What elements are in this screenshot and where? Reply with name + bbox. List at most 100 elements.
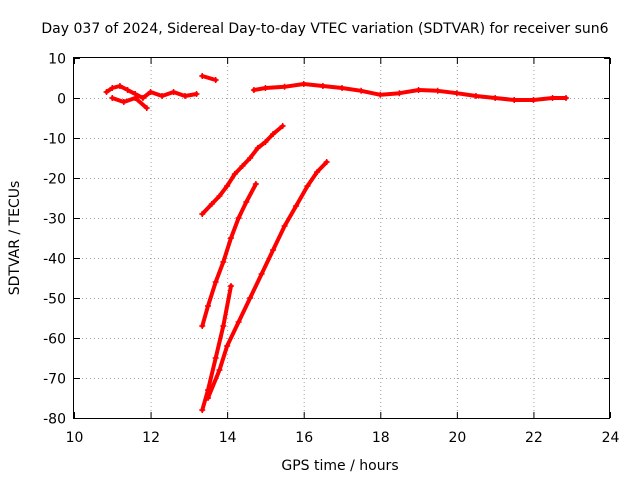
data-point bbox=[103, 89, 110, 95]
data-series bbox=[103, 73, 569, 413]
data-point bbox=[182, 93, 189, 99]
y-axis-label: SDTVAR / TECUs bbox=[7, 181, 23, 296]
data-point bbox=[235, 215, 242, 221]
data-point bbox=[193, 91, 200, 97]
data-point bbox=[120, 99, 127, 105]
data-point bbox=[147, 89, 154, 95]
x-axis-label: GPS time / hours bbox=[281, 458, 398, 474]
data-point bbox=[319, 83, 326, 89]
y-tick-label: -70 bbox=[43, 372, 66, 388]
data-point bbox=[224, 343, 231, 349]
data-point bbox=[270, 247, 277, 253]
data-point bbox=[358, 87, 365, 94]
data-point bbox=[231, 171, 238, 177]
data-point bbox=[227, 283, 234, 289]
data-point bbox=[216, 193, 223, 199]
x-tick-label: 22 bbox=[525, 430, 543, 446]
x-tick-label: 20 bbox=[448, 430, 466, 446]
data-point bbox=[199, 73, 206, 79]
data-point bbox=[159, 93, 166, 99]
x-tick-label: 16 bbox=[295, 430, 313, 446]
data-point bbox=[279, 123, 286, 129]
data-point bbox=[247, 155, 254, 161]
data-point bbox=[549, 95, 556, 101]
data-point bbox=[314, 169, 321, 175]
series-track-1 bbox=[200, 124, 285, 216]
data-point bbox=[220, 323, 227, 329]
grid bbox=[74, 58, 610, 418]
y-tick-label: -10 bbox=[43, 132, 66, 148]
data-point bbox=[199, 323, 206, 329]
data-point bbox=[109, 95, 116, 101]
data-point bbox=[473, 93, 479, 99]
data-point bbox=[562, 95, 569, 101]
data-point bbox=[220, 259, 227, 265]
data-point bbox=[208, 201, 215, 207]
x-tick-label: 14 bbox=[219, 430, 237, 446]
data-point bbox=[224, 183, 231, 189]
x-tick-label: 24 bbox=[602, 430, 620, 446]
data-point bbox=[281, 223, 288, 229]
chart-title: Day 037 of 2024, Sidereal Day-to-day VTE… bbox=[41, 21, 608, 37]
series-track-4 bbox=[206, 160, 329, 400]
data-point bbox=[199, 407, 206, 413]
y-tick-label: -40 bbox=[43, 252, 66, 268]
y-tick-label: -30 bbox=[43, 212, 66, 228]
y-tick-label: -80 bbox=[43, 412, 66, 428]
data-point bbox=[212, 77, 219, 83]
data-point bbox=[216, 367, 223, 373]
data-point bbox=[239, 163, 246, 169]
series-near-zero-late bbox=[251, 82, 568, 102]
plot-frame bbox=[73, 57, 610, 419]
data-point bbox=[262, 85, 269, 91]
y-tick-label: 10 bbox=[48, 52, 66, 68]
data-point bbox=[212, 279, 219, 285]
series-track-2 bbox=[200, 182, 258, 328]
data-point bbox=[300, 81, 307, 87]
x-tick-label: 10 bbox=[66, 430, 84, 446]
series-near-zero-dip bbox=[110, 96, 149, 110]
data-point bbox=[243, 199, 250, 205]
data-point bbox=[205, 395, 211, 401]
data-point bbox=[377, 91, 384, 98]
data-point bbox=[116, 83, 123, 89]
y-tick-label: -60 bbox=[43, 332, 66, 348]
data-point bbox=[396, 90, 403, 97]
data-point bbox=[270, 131, 277, 137]
data-point bbox=[252, 181, 259, 187]
y-tick-label: -50 bbox=[43, 292, 66, 308]
data-point bbox=[293, 203, 300, 209]
data-point bbox=[250, 87, 257, 93]
data-point bbox=[212, 355, 219, 361]
data-point bbox=[139, 95, 146, 101]
data-point bbox=[124, 87, 131, 93]
x-tick-label: 12 bbox=[142, 430, 160, 446]
data-point bbox=[254, 145, 261, 151]
data-point bbox=[530, 97, 537, 103]
data-point bbox=[247, 295, 254, 301]
y-tick-label: -20 bbox=[43, 172, 66, 188]
y-tick-labels: 10 0 -10 -20 -30 -40 -50 -60 -70 -80 bbox=[43, 52, 66, 428]
data-point bbox=[227, 235, 234, 241]
x-tick-label: 18 bbox=[372, 430, 390, 446]
data-point bbox=[511, 97, 518, 103]
data-point bbox=[323, 159, 330, 165]
data-point bbox=[205, 303, 211, 309]
data-point bbox=[415, 87, 422, 93]
axis-ticks bbox=[74, 58, 611, 419]
data-point bbox=[258, 271, 265, 277]
data-point bbox=[143, 105, 150, 111]
x-tick-labels: 10 12 14 16 18 20 22 24 bbox=[66, 430, 620, 446]
data-point bbox=[304, 183, 311, 189]
y-tick-label: 0 bbox=[57, 92, 66, 108]
data-point bbox=[434, 87, 441, 94]
data-point bbox=[453, 90, 460, 97]
data-point bbox=[170, 89, 177, 95]
data-point bbox=[281, 83, 288, 90]
data-point bbox=[492, 95, 499, 101]
data-point bbox=[235, 319, 242, 325]
data-point bbox=[339, 85, 345, 91]
data-point bbox=[262, 139, 269, 145]
data-point bbox=[199, 211, 206, 217]
